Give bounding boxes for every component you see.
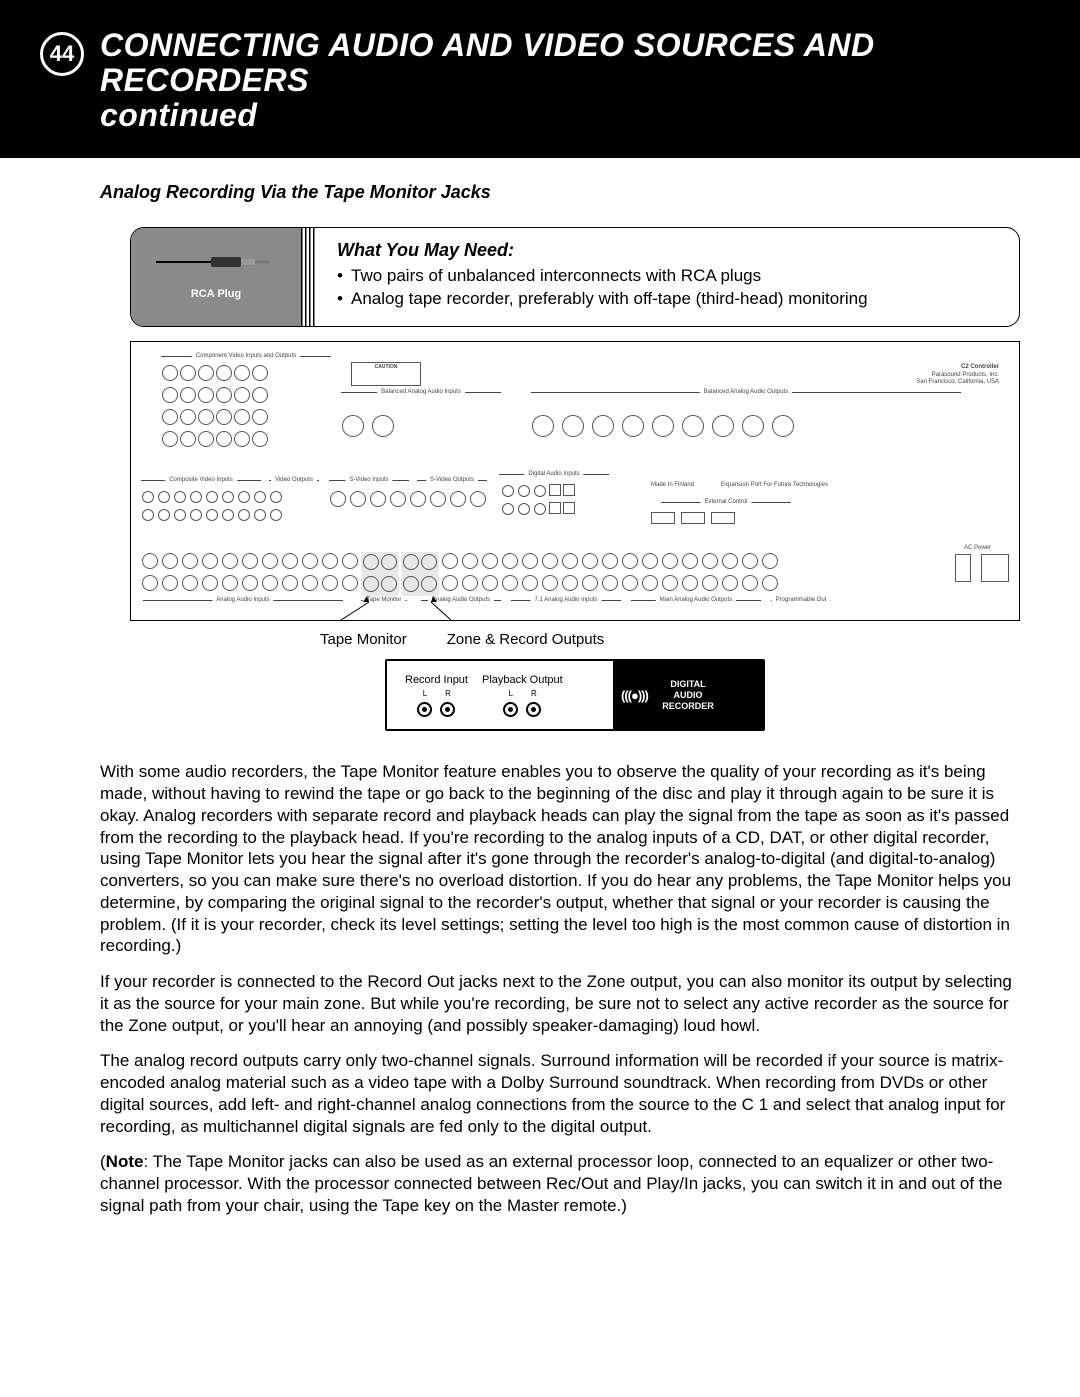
xlr-row [341, 414, 395, 438]
what-you-need-box: RCA Plug What You May Need: Two pairs of… [130, 227, 1020, 328]
diagram-label [661, 502, 791, 503]
bottom-jack-row [141, 574, 779, 596]
caution-text: CAUTION [352, 364, 420, 370]
diagram-label [421, 600, 501, 601]
diagram-label [531, 392, 961, 393]
jack-icon [503, 702, 518, 717]
digital-row [501, 484, 575, 498]
lr-labels: LR [482, 689, 563, 699]
digital-row [501, 502, 575, 516]
jack-row [161, 408, 269, 426]
diagram-label [631, 600, 761, 601]
power-switch [955, 554, 971, 582]
recorder-diagram: Record Input LR Playback Output LR (((●)… [130, 659, 1020, 731]
zone-record-callout: Zone & Record Outputs [447, 631, 605, 649]
audio-wave-icon: (((●))) [621, 688, 648, 704]
svideo-row [329, 490, 487, 508]
jack-row [141, 490, 283, 504]
record-input-group: Record Input LR [405, 674, 468, 718]
jack-icon [440, 702, 455, 717]
callouts: Tape Monitor Zone & Record Outputs [320, 631, 1020, 649]
tape-monitor-callout: Tape Monitor [320, 631, 407, 649]
paragraph: With some audio recorders, the Tape Moni… [100, 761, 1020, 957]
jack-icon [526, 702, 541, 717]
list-item: Two pairs of unbalanced interconnects wi… [337, 265, 993, 288]
body-text: With some audio recorders, the Tape Moni… [100, 761, 1020, 1216]
brand-text: C2 Controller Parasound Products, Inc. S… [916, 364, 999, 386]
rear-panel-diagram: CAUTION C2 Controller Parasound Products… [130, 341, 1020, 621]
need-heading: What You May Need: [337, 240, 993, 261]
recorder-brand-panel: (((●))) DIGITAL AUDIO RECORDER [613, 661, 763, 729]
list-item: Analog tape recorder, preferably with of… [337, 288, 993, 311]
jack-row [161, 364, 269, 382]
title-line2: continued [100, 97, 257, 133]
page-title: CONNECTING AUDIO AND VIDEO SOURCES AND R… [100, 28, 1040, 134]
title-line1: CONNECTING AUDIO AND VIDEO SOURCES AND R… [100, 27, 875, 98]
bottom-jack-row [141, 552, 779, 574]
made-in-text: Made In Finland [651, 482, 694, 488]
diagram-label [499, 474, 609, 475]
paragraph: The analog record outputs carry only two… [100, 1050, 1020, 1137]
jack-row [141, 508, 283, 522]
rec-in-label: Record Input [405, 674, 468, 687]
expansion-text: Expansion Port For Future Technologies [721, 482, 828, 488]
need-list: Two pairs of unbalanced interconnects wi… [337, 265, 993, 311]
jack-row [161, 386, 269, 404]
diagram-label [417, 480, 487, 481]
plug-label: RCA Plug [191, 288, 241, 300]
caution-box: CAUTION [351, 362, 421, 386]
diagram-label [511, 600, 621, 601]
section-title: Analog Recording Via the Tape Monitor Ja… [100, 182, 1020, 203]
jack-icon [417, 702, 432, 717]
recorder-jacks: Record Input LR Playback Output LR [387, 668, 581, 724]
ctrl-row [651, 512, 735, 524]
playback-output-group: Playback Output LR [482, 674, 563, 718]
page-content: Analog Recording Via the Tape Monitor Ja… [0, 158, 1080, 1271]
ac-inlet [981, 554, 1009, 582]
play-out-label: Playback Output [482, 674, 563, 687]
diagram-label [361, 600, 407, 601]
lr-labels: LR [405, 689, 468, 699]
diagram-label [143, 600, 343, 601]
page-header: 44 CONNECTING AUDIO AND VIDEO SOURCES AN… [0, 0, 1080, 158]
note-text: : The Tape Monitor jacks can also be use… [100, 1152, 1002, 1215]
rca-plug-icon [156, 254, 276, 270]
jack-row [161, 430, 269, 448]
diagram-label [269, 480, 319, 481]
ac-label: AC Power [964, 545, 991, 551]
xlr-row [531, 414, 795, 438]
page-number-badge: 44 [40, 32, 84, 76]
plug-illustration-panel: RCA Plug [131, 228, 301, 327]
note-label: Note [106, 1152, 144, 1171]
diagram-label [161, 356, 331, 357]
need-content: What You May Need: Two pairs of unbalanc… [315, 228, 1019, 327]
diagram-label [141, 480, 261, 481]
diagram-label [341, 392, 501, 393]
diagram-label [329, 480, 409, 481]
note-paragraph: (Note: The Tape Monitor jacks can also b… [100, 1151, 1020, 1216]
separator-stripes [301, 228, 315, 327]
digital-audio-recorder: Record Input LR Playback Output LR (((●)… [385, 659, 765, 731]
diagram-label [771, 600, 831, 601]
paragraph: If your recorder is connected to the Rec… [100, 971, 1020, 1036]
